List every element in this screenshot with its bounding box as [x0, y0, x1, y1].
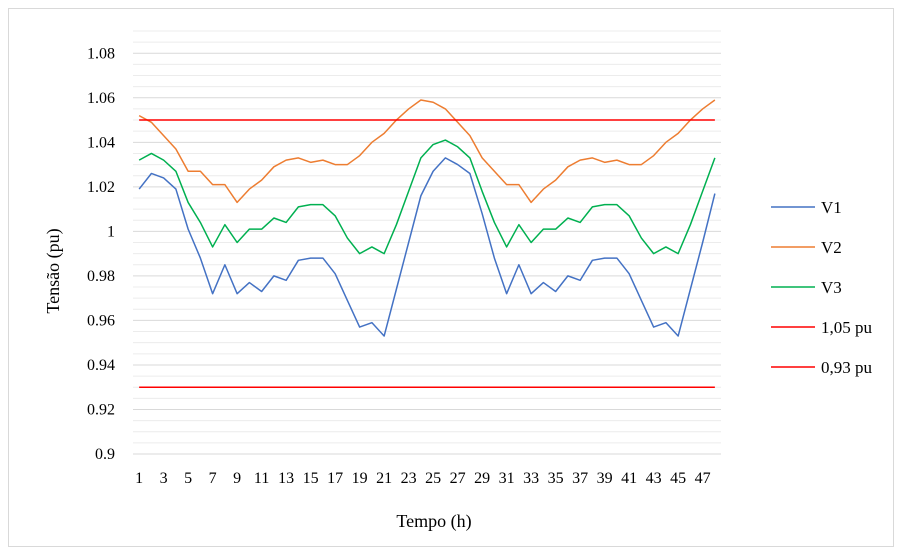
x-tick-label: 1 — [135, 470, 143, 487]
x-tick-label: 9 — [233, 470, 241, 487]
legend-label: V2 — [821, 238, 842, 257]
y-tick-label: 0.9 — [95, 446, 115, 463]
series-line-v1 — [138, 157, 716, 337]
x-tick-label: 45 — [670, 470, 686, 487]
series-lines — [138, 99, 716, 388]
x-tick-label: 33 — [523, 470, 539, 487]
x-tick-label: 7 — [209, 470, 217, 487]
x-axis-title: Tempo (h) — [396, 511, 471, 532]
x-tick-label: 39 — [597, 470, 613, 487]
y-tick-label: 1 — [107, 223, 115, 240]
y-tick-label: 0.94 — [87, 357, 115, 374]
x-tick-label: 23 — [401, 470, 417, 487]
y-tick-label: 1.06 — [87, 90, 115, 107]
x-tick-label: 25 — [425, 470, 441, 487]
x-tick-label: 5 — [184, 470, 192, 487]
x-tick-labels: 1 3 5 7 9 11 13 15 17 19 21 23 25 27 29 31 33 35 37 39 41 43 4… — [135, 470, 711, 487]
x-tick-label: 41 — [621, 470, 637, 487]
y-tick-label: 0.96 — [87, 312, 115, 329]
series-line-v2 — [138, 99, 716, 204]
x-tick-label: 13 — [278, 470, 294, 487]
y-tick-label: 0.98 — [87, 268, 115, 285]
legend-label: 1,05 pu — [821, 318, 873, 337]
x-tick-label: 21 — [376, 470, 392, 487]
y-tick-label: 1.02 — [87, 179, 115, 196]
x-tick-label: 47 — [695, 470, 711, 487]
y-tick-label: 1.04 — [87, 134, 115, 151]
x-tick-label: 31 — [499, 470, 515, 487]
x-tick-label: 37 — [572, 470, 588, 487]
series-line-v3 — [138, 139, 716, 255]
x-tick-label: 35 — [548, 470, 564, 487]
x-tick-label: 43 — [646, 470, 662, 487]
y-tick-label: 0.92 — [87, 401, 115, 418]
legend: V1 V2 V3 1,05 pu 0,93 pu — [771, 198, 873, 377]
legend-label: V3 — [821, 278, 842, 297]
x-tick-label: 3 — [160, 470, 168, 487]
x-tick-label: 29 — [474, 470, 490, 487]
x-tick-label: 17 — [327, 470, 343, 487]
x-tick-label: 15 — [303, 470, 319, 487]
x-tick-label: 19 — [352, 470, 368, 487]
legend-label: 0,93 pu — [821, 358, 873, 377]
legend-label: V1 — [821, 198, 842, 217]
gridlines — [133, 30, 721, 455]
x-tick-label: 27 — [450, 470, 466, 487]
y-axis-title: Tensão (pu) — [43, 228, 64, 313]
x-tick-label: 11 — [254, 470, 269, 487]
y-tick-label: 1.08 — [87, 45, 115, 62]
y-tick-labels: 1.08 1.06 1.04 1.02 1 0.98 0.96 0.94 0.92 0.9 — [87, 45, 115, 463]
